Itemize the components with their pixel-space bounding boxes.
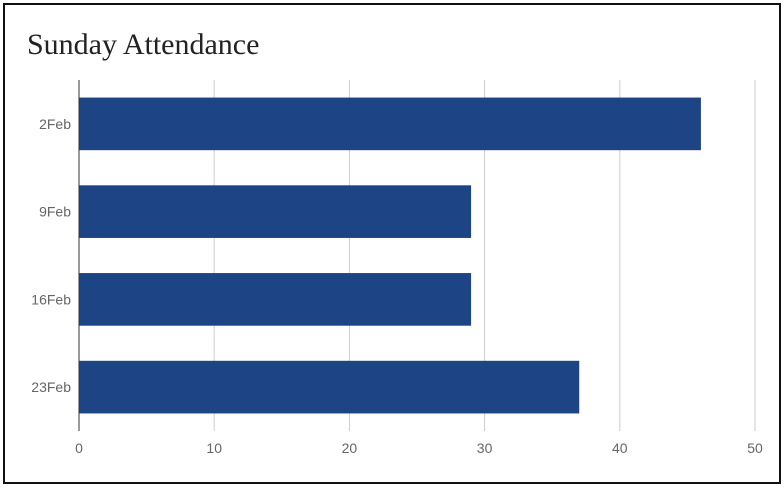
category-label-23Feb: 23Feb — [31, 379, 71, 395]
bar-16Feb — [79, 273, 472, 326]
category-label-16Feb: 16Feb — [31, 291, 71, 307]
x-tick-label-50: 50 — [747, 440, 763, 456]
bar-9Feb — [79, 185, 472, 238]
bar-23Feb — [79, 360, 580, 414]
x-tick-label-30: 30 — [477, 440, 493, 456]
x-tick-label-40: 40 — [612, 440, 628, 456]
x-tick-label-0: 0 — [75, 440, 83, 456]
category-label-2Feb: 2Feb — [39, 116, 71, 132]
x-tick-labels: 0 10 20 30 40 50 — [75, 440, 763, 456]
bar-2Feb — [79, 97, 701, 151]
x-tick-label-10: 10 — [206, 440, 222, 456]
x-tick-label-20: 20 — [342, 440, 358, 456]
chart-title: Sunday Attendance — [27, 28, 260, 61]
bars — [79, 97, 701, 414]
category-label-9Feb: 9Feb — [39, 204, 71, 220]
category-labels: 2Feb 9Feb 16Feb 23Feb — [31, 116, 71, 395]
